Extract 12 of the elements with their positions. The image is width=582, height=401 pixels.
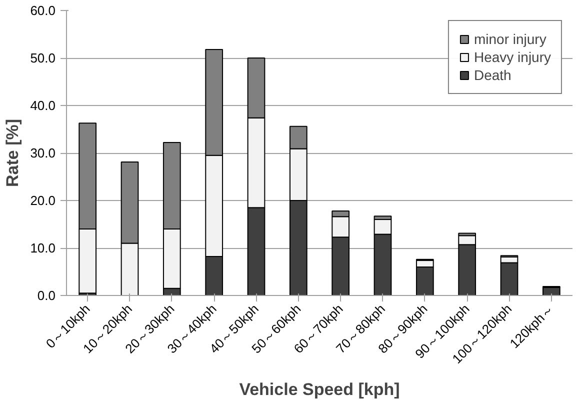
y-tick-label: 0.0 [37,288,56,303]
x-axis-title: Vehicle Speed [kph] [239,380,400,399]
y-tick-label: 50.0 [30,50,56,66]
y-axis-title: Rate [%] [3,118,22,188]
y-tick-label: 30.0 [30,146,56,160]
y-tick-label: 60.0 [30,3,56,18]
y-tick-label: 20.0 [30,193,56,208]
y-tick-label: 10.0 [30,240,56,256]
legend-label: Heavy injury [474,49,551,65]
y-tick-label: 40.0 [30,98,56,113]
legend-label: minor injury [474,31,546,47]
legend-label: Death [474,67,512,83]
